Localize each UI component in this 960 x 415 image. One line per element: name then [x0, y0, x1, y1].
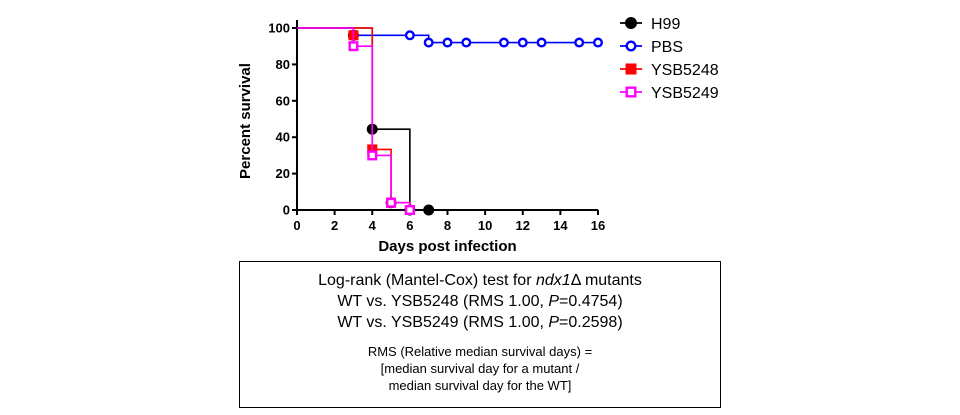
- legend-marker: [625, 63, 637, 75]
- rms-note-line3: median survival day for the WT]: [388, 378, 572, 393]
- data-point-pbs: [593, 37, 604, 48]
- data-point-ysb5249: [348, 41, 359, 52]
- stats-title: Log-rank (Mantel-Cox) test for ndx1Δ mut…: [240, 270, 720, 291]
- survival-line-ysb5249: [297, 27, 411, 210]
- p-label: P: [548, 293, 560, 310]
- x-tick-label: 8: [444, 218, 451, 233]
- data-point-pbs: [423, 37, 434, 48]
- x-tick-label: 12: [516, 218, 530, 233]
- comparison-text: WT vs. YSB5248 (RMS 1.00,: [337, 293, 549, 310]
- series-pbs: [297, 27, 604, 48]
- x-tick-label: 0: [293, 218, 300, 233]
- data-point-ysb5249: [367, 150, 378, 161]
- data-point-ysb5249: [386, 197, 397, 208]
- p-label: P: [548, 314, 560, 331]
- legend: H99 PBS YSB5248 YSB5249: [620, 16, 719, 102]
- x-tick-label: 14: [553, 218, 568, 233]
- y-axis-label: Percent survival: [237, 63, 254, 179]
- x-tick-label: 4: [369, 218, 377, 233]
- data-point-h99: [423, 204, 435, 216]
- stats-title-gene: ndx1: [535, 272, 571, 289]
- stats-title-suffix: mutants: [580, 272, 642, 289]
- legend-item-pbs: PBS: [620, 39, 683, 56]
- y-tick-label: 20: [276, 166, 290, 181]
- data-point-pbs: [404, 30, 415, 41]
- stats-title-delta: Δ: [570, 272, 581, 289]
- data-point-pbs: [442, 37, 453, 48]
- x-tick-label: 16: [591, 218, 605, 233]
- survival-line-h99: [297, 27, 429, 211]
- y-tick-label: 100: [268, 21, 290, 36]
- y-tick-label: 40: [276, 130, 290, 145]
- data-point-pbs: [461, 37, 472, 48]
- legend-label: H99: [651, 16, 680, 33]
- legend-marker: [625, 86, 637, 98]
- rms-note-line2: [median survival day for a mutant /: [380, 361, 580, 376]
- series-ysb5249: [297, 27, 415, 215]
- rms-note-line1: RMS (Relative median survival days) =: [367, 344, 593, 359]
- y-tick-label: 80: [276, 57, 290, 72]
- series-layer: [297, 27, 604, 216]
- data-point-pbs: [498, 37, 509, 48]
- comparison-line-ysb5249: WT vs. YSB5249 (RMS 1.00, P=0.2598): [240, 312, 720, 333]
- legend-label: PBS: [651, 39, 683, 56]
- legend-item-ysb5248: YSB5248: [620, 62, 719, 79]
- legend-marker: [625, 17, 637, 29]
- p-value: =0.4754): [559, 293, 623, 310]
- chart-axes: 0 2 4 6 8 10 12 14 16 0 20 40 60 80 100 Days post infec…: [237, 20, 605, 255]
- x-tick-label: 6: [406, 218, 413, 233]
- statistics-box: Log-rank (Mantel-Cox) test for ndx1Δ mut…: [239, 261, 721, 408]
- comparison-line-ysb5248: WT vs. YSB5248 (RMS 1.00, P=0.4754): [240, 291, 720, 312]
- series-h99: [297, 27, 435, 216]
- comparison-text: WT vs. YSB5249 (RMS 1.00,: [337, 314, 549, 331]
- legend-label: YSB5248: [651, 62, 719, 79]
- x-axis-label: Days post infection: [378, 238, 516, 255]
- p-value: =0.2598): [559, 314, 623, 331]
- x-tick-label: 10: [478, 218, 492, 233]
- legend-item-ysb5249: YSB5249: [620, 85, 719, 102]
- series-ysb5248: [297, 27, 415, 215]
- data-point-pbs: [517, 37, 528, 48]
- survival-line-ysb5248: [297, 27, 411, 210]
- y-tick-label: 0: [283, 203, 290, 218]
- data-point-ysb5249: [404, 204, 415, 215]
- survival-chart: 0 2 4 6 8 10 12 14 16 0 20 40 60 80 100 Days post infec…: [237, 16, 719, 255]
- data-point-pbs: [536, 37, 547, 48]
- stats-title-prefix: Log-rank (Mantel-Cox) test for: [318, 272, 536, 289]
- legend-marker: [625, 40, 637, 52]
- legend-item-h99: H99: [620, 16, 680, 33]
- y-tick-label: 60: [276, 93, 290, 108]
- x-tick-label: 2: [331, 218, 338, 233]
- data-point-pbs: [574, 37, 585, 48]
- legend-label: YSB5249: [651, 85, 719, 102]
